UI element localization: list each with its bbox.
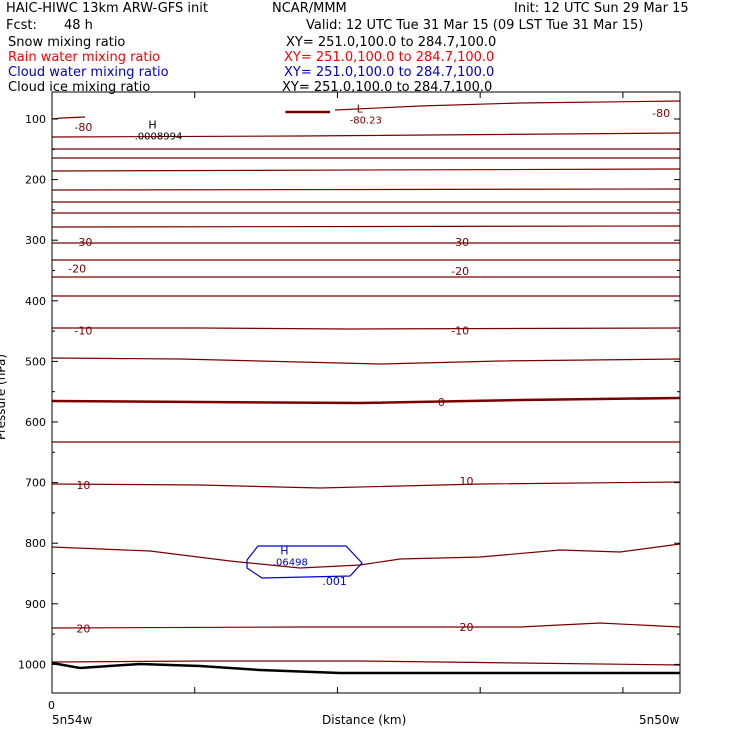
isotherm-line (51, 168, 681, 172)
extremum-symbol: L (357, 102, 364, 115)
extremum-value: .06498 (273, 558, 308, 569)
forecast-hours: 48 h (64, 18, 93, 33)
y-tick-label: 300 (25, 234, 46, 247)
cloud-contour-label: .001 (322, 575, 347, 588)
isotherm-line (51, 396, 681, 405)
y-tick-label: 1000 (18, 658, 46, 671)
isotherm-label: 10 (76, 479, 90, 492)
isotherm-label: -30 (74, 236, 92, 249)
isotherm-label: -20 (451, 265, 469, 278)
cloud-water-outline (246, 545, 363, 579)
field-xy-cloud-water: XY= 251.0,100.0 to 284.7,100.0 (284, 65, 495, 80)
y-tick-label: 400 (25, 295, 46, 308)
extremum-value: .0008994 (135, 132, 183, 143)
isotherm-label: 20 (76, 623, 90, 636)
valid-time: Valid: 12 UTC Tue 31 Mar 15 (09 LST Tue … (306, 18, 644, 33)
isotherm-line (51, 660, 681, 666)
init-time: Init: 12 UTC Sun 29 Mar 15 (514, 1, 689, 16)
isotherm-line (52, 327, 681, 330)
isotherm-line (51, 622, 681, 629)
isotherm-line (51, 225, 681, 228)
terrain-surface (51, 661, 680, 675)
cloud-water-contour (246, 545, 363, 579)
x-tick-label-zero: 0 (48, 699, 55, 712)
extremum-value: -80.23 (350, 115, 382, 126)
isotherm-label: -30 (451, 236, 469, 249)
field-name-cloud-water: Cloud water mixing ratio (8, 65, 169, 80)
y-tick-label: 100 (25, 113, 46, 126)
field-name-rain: Rain water mixing ratio (8, 50, 161, 65)
isotherm-label: -80 (74, 121, 92, 134)
y-tick-label: 700 (25, 477, 46, 490)
isotherm-label: 20 (459, 621, 473, 634)
isotherm-contours (51, 100, 681, 666)
chart-title: HAIC-HIWC 13km ARW-GFS init (6, 1, 208, 16)
extremum-symbol: H (280, 545, 288, 558)
x-axis-label: Distance (km) (322, 713, 407, 727)
x-right-location-label: 5n50w (639, 713, 680, 727)
x-left-location-label: 5n54w (52, 713, 93, 727)
y-tick-label: 500 (25, 355, 46, 368)
isotherm-line (51, 132, 681, 138)
field-name-snow: Snow mixing ratio (8, 35, 126, 50)
isotherm-line (334, 100, 681, 111)
isotherm-label: -10 (74, 324, 92, 337)
field-xy-snow: XY= 251.0,100.0 to 284.7,100.0 (286, 35, 497, 50)
field-xy-cloud-ice: XY= 251.0,100.0 to 284.7,100.0 (282, 80, 493, 95)
isotherm-label: -20 (68, 263, 86, 276)
field-xy-rain: XY= 251.0,100.0 to 284.7,100.0 (284, 50, 495, 65)
organization-label: NCAR/MMM (272, 1, 347, 16)
field-name-cloud-ice: Cloud ice mixing ratio (8, 80, 151, 95)
plot-frame (51, 91, 681, 694)
isotherm-label: 10 (459, 475, 473, 488)
isotherm-label: -10 (451, 324, 469, 337)
isotherm-label: -80 (652, 107, 670, 120)
isotherm-line (51, 357, 681, 365)
y-tick-label: 900 (25, 598, 46, 611)
forecast-label: Fcst: (6, 18, 37, 33)
isotherm-label: 0 (438, 396, 445, 409)
extremum-symbol: H (148, 119, 156, 132)
isotherm-line (51, 481, 681, 489)
y-axis-label: Pressure (hPa) (0, 353, 9, 441)
y-tick-label: 800 (25, 537, 46, 550)
isotherm-line (51, 188, 681, 191)
y-tick-label: 600 (25, 416, 46, 429)
terrain-line (51, 661, 680, 675)
isotherm-line (51, 543, 681, 569)
y-tick-label: 200 (25, 174, 46, 187)
